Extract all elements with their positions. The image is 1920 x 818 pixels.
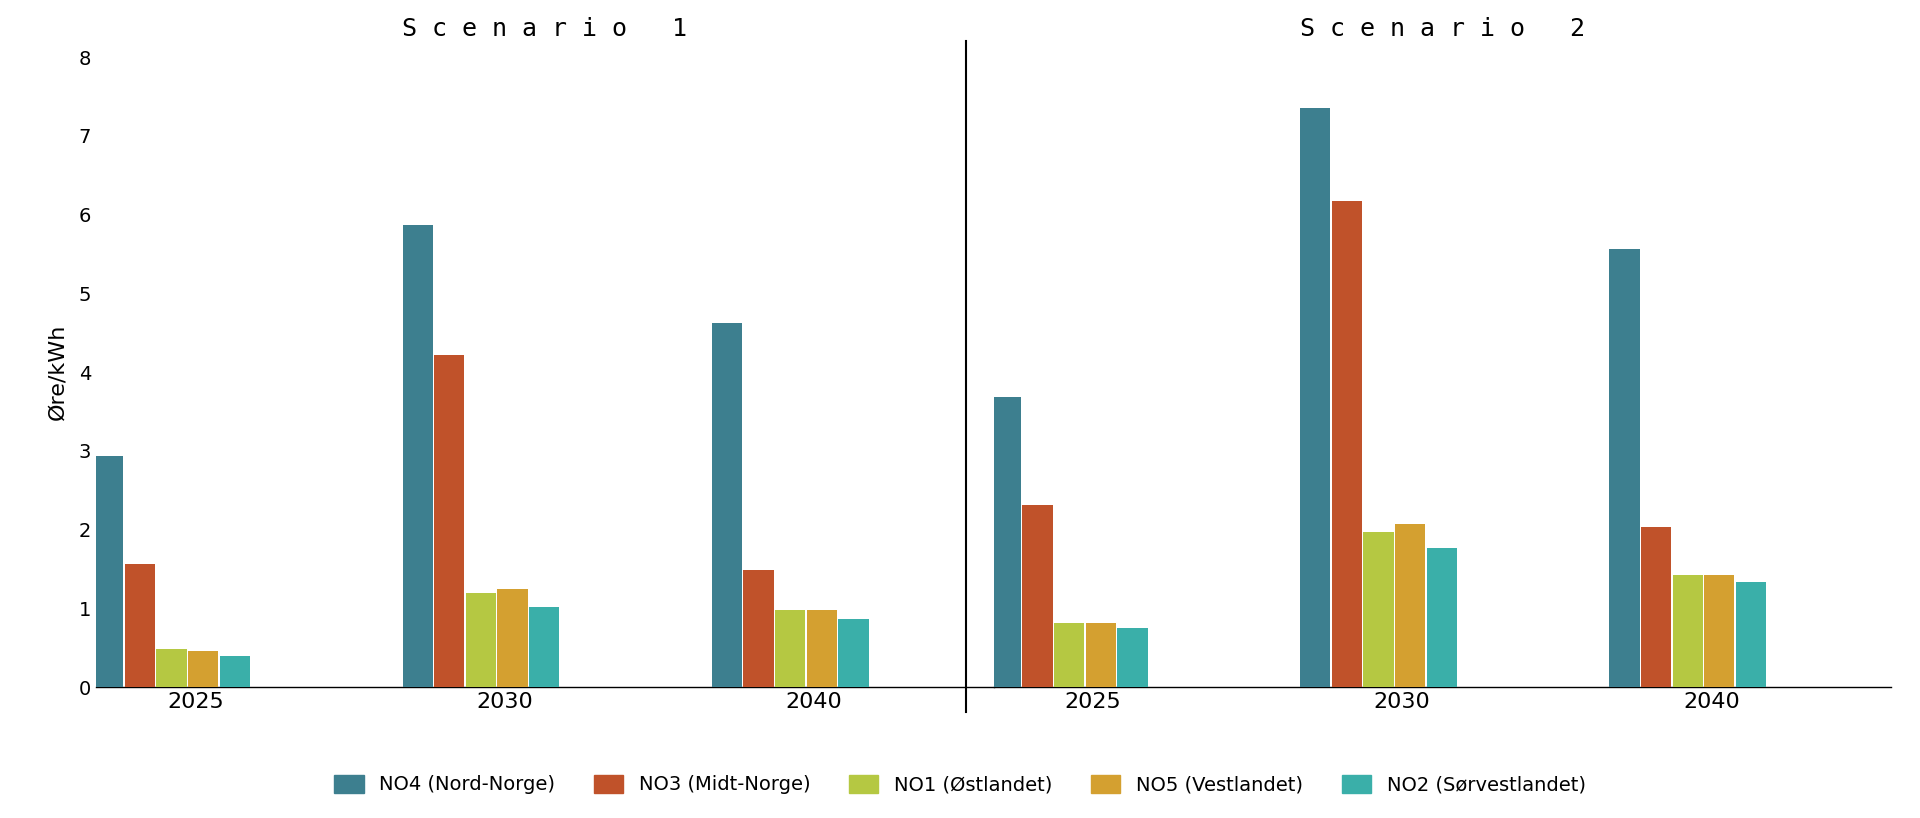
- Bar: [530, 607, 559, 687]
- Bar: [1332, 201, 1361, 687]
- Title: S c e n a r i o   2: S c e n a r i o 2: [1300, 17, 1584, 42]
- Bar: [1054, 622, 1085, 687]
- Bar: [1609, 249, 1640, 687]
- Bar: [1300, 109, 1331, 687]
- Bar: [188, 651, 219, 687]
- Bar: [991, 398, 1021, 687]
- Bar: [1427, 548, 1457, 687]
- Bar: [125, 564, 156, 687]
- Bar: [1117, 628, 1148, 687]
- Bar: [1705, 574, 1734, 687]
- Bar: [157, 649, 186, 687]
- Bar: [434, 355, 465, 687]
- Bar: [1672, 574, 1703, 687]
- Bar: [1396, 524, 1425, 687]
- Bar: [219, 656, 250, 687]
- Bar: [712, 322, 741, 687]
- Bar: [94, 456, 123, 687]
- Bar: [1642, 527, 1670, 687]
- Legend: NO4 (Nord-Norge), NO3 (Midt-Norge), NO1 (Østlandet), NO5 (Vestlandet), NO2 (Sørv: NO4 (Nord-Norge), NO3 (Midt-Norge), NO1 …: [324, 766, 1596, 804]
- Bar: [1023, 506, 1052, 687]
- Bar: [1736, 582, 1766, 687]
- Bar: [839, 618, 868, 687]
- Bar: [806, 610, 837, 687]
- Bar: [776, 610, 804, 687]
- Bar: [497, 589, 528, 687]
- Bar: [403, 225, 432, 687]
- Bar: [467, 592, 495, 687]
- Title: S c e n a r i o   1: S c e n a r i o 1: [403, 17, 687, 42]
- Y-axis label: Øre/kWh: Øre/kWh: [48, 324, 67, 420]
- Bar: [743, 570, 774, 687]
- Bar: [1363, 532, 1394, 687]
- Bar: [1085, 623, 1116, 687]
